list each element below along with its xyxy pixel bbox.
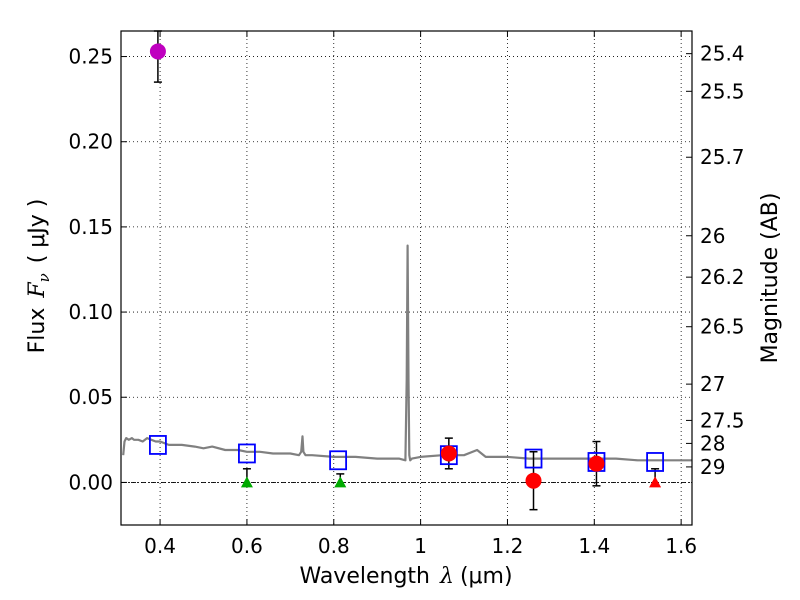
right-tick-label: 25.5 <box>700 79 745 103</box>
red-triangle-marker <box>649 476 662 488</box>
plot-frame <box>120 30 693 526</box>
right-tick-label: 25.4 <box>700 42 745 66</box>
model-square-marker <box>524 448 543 469</box>
x-tick-label: 1.4 <box>578 534 610 558</box>
y-tick-label: 0.25 <box>68 45 113 69</box>
green-triangle-marker <box>334 476 347 488</box>
model-square-marker <box>238 443 256 464</box>
sed-model-layer <box>122 244 692 462</box>
red-circle-marker <box>525 472 542 489</box>
x-tick-label: 0.4 <box>144 534 176 558</box>
x-axis: 0.4 0.6 0.8 1 1.2 1.4 1.6 <box>144 31 697 558</box>
error-bar-layer <box>153 30 660 511</box>
red-circle-marker <box>588 455 605 472</box>
x-tick-label: 1 <box>414 534 427 558</box>
y-axis-title-right: Magnitude (AB) <box>758 193 783 364</box>
right-tick-label: 25.7 <box>700 145 745 169</box>
y-axis-left: 0.00 0.05 0.10 0.15 0.20 0.25 <box>68 45 127 494</box>
right-tick-label: 26 <box>700 224 725 248</box>
right-tick-label: 27 <box>700 372 725 396</box>
right-tick-label: 26.2 <box>700 265 745 289</box>
magenta-circle-marker <box>149 43 166 60</box>
model-square-marker <box>149 435 167 455</box>
right-tick-label: 27.5 <box>700 408 745 432</box>
y-tick-label: 0.10 <box>68 300 113 324</box>
right-tick-label: 26.5 <box>700 315 745 339</box>
model-square-marker <box>329 450 348 471</box>
y-tick-label: 0.00 <box>68 470 113 494</box>
x-tick-label: 1.6 <box>665 534 697 558</box>
x-axis-title: Wavelength λ (μm) <box>299 564 512 589</box>
y-tick-label: 0.05 <box>68 385 113 409</box>
x-tick-label: 0.8 <box>318 534 350 558</box>
red-circle-marker <box>440 445 457 462</box>
x-tick-label: 1.2 <box>492 534 524 558</box>
right-tick-label: 28 <box>700 431 725 455</box>
right-tick-label: 29 <box>700 455 725 479</box>
y-tick-label: 0.15 <box>68 215 113 239</box>
x-tick-label: 0.6 <box>231 534 263 558</box>
green-triangle-marker <box>240 476 253 488</box>
model-square-marker <box>646 452 664 472</box>
y-axis-title-left: FluxFν( μJy ) <box>25 199 53 354</box>
y-tick-label: 0.20 <box>68 130 113 154</box>
marker-layer <box>149 43 664 489</box>
sed-model-line <box>122 244 692 462</box>
